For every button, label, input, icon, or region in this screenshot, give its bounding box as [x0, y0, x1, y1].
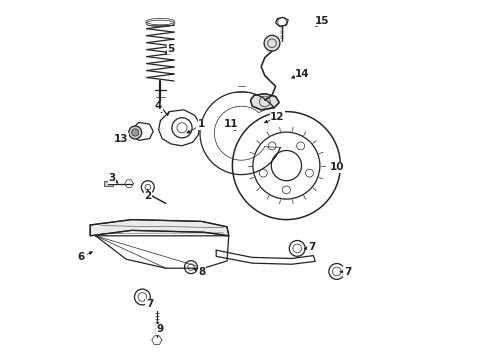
- Text: 10: 10: [330, 162, 344, 172]
- Text: 14: 14: [295, 69, 310, 79]
- Text: 4: 4: [155, 101, 162, 111]
- Text: 3: 3: [108, 173, 116, 183]
- Text: 7: 7: [146, 299, 153, 309]
- Circle shape: [132, 129, 139, 136]
- Circle shape: [264, 35, 280, 51]
- Polygon shape: [250, 94, 279, 110]
- Text: 1: 1: [198, 119, 205, 129]
- Text: 8: 8: [198, 267, 205, 277]
- Text: 11: 11: [223, 119, 238, 129]
- Text: 2: 2: [144, 191, 151, 201]
- Circle shape: [129, 126, 142, 139]
- FancyBboxPatch shape: [104, 181, 113, 186]
- Text: 9: 9: [157, 324, 164, 334]
- Text: 15: 15: [315, 16, 330, 26]
- Text: 7: 7: [308, 242, 315, 252]
- Text: 6: 6: [77, 252, 85, 262]
- Text: 12: 12: [270, 112, 285, 122]
- Text: 5: 5: [168, 44, 175, 54]
- Text: 7: 7: [344, 267, 351, 277]
- Polygon shape: [90, 220, 229, 236]
- Text: 13: 13: [114, 134, 128, 144]
